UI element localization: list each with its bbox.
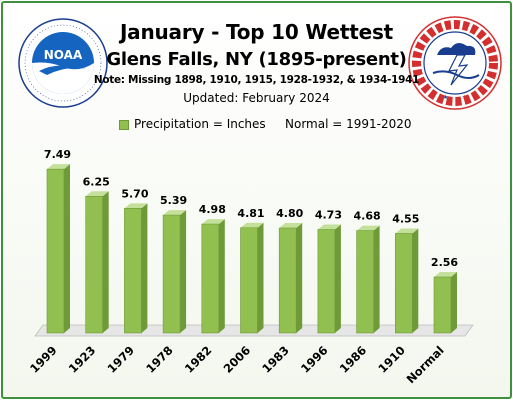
- bar-top: [124, 203, 148, 209]
- bar-side: [102, 191, 109, 333]
- data-label: 6.25: [83, 175, 110, 188]
- bar: [162, 214, 181, 334]
- bar: [394, 233, 413, 334]
- bar-top: [356, 225, 380, 231]
- category-label: 2006: [221, 343, 254, 376]
- legend-normal-label: Normal = 1991-2020: [285, 117, 412, 131]
- bar-top: [201, 219, 225, 225]
- missing-data-note: Note: Missing 1898, 1910, 1915, 1928-193…: [93, 74, 420, 86]
- legend-series-label: Precipitation = Inches: [134, 117, 266, 131]
- bar-side: [257, 222, 264, 333]
- legend-series: Precipitation = Inches: [119, 117, 266, 131]
- bar-top: [163, 210, 187, 216]
- bar: [356, 230, 374, 334]
- bar-top: [240, 222, 264, 228]
- noaa-logo-text: NOAA: [44, 48, 83, 62]
- data-label: 4.80: [276, 207, 303, 220]
- svg-text:★: ★: [443, 94, 448, 101]
- bar-top: [279, 223, 303, 228]
- bar-side: [218, 219, 225, 333]
- bar-side: [412, 228, 419, 333]
- chart-title: January - Top 10 Wettest: [119, 20, 394, 44]
- nws-logo: ★ ★: [408, 16, 502, 110]
- bar-side: [451, 272, 457, 333]
- data-label: 4.98: [199, 203, 226, 216]
- chart-subtitle: Glens Falls, NY (1895-present): [106, 49, 407, 70]
- bar: [317, 229, 336, 334]
- data-label: 5.70: [121, 187, 148, 200]
- bar-top: [85, 191, 109, 197]
- legend-normal: Normal = 1991-2020: [285, 117, 412, 131]
- data-label: 4.81: [237, 207, 264, 220]
- bar: [124, 208, 142, 334]
- category-label: 1982: [182, 343, 215, 376]
- bar: [240, 227, 258, 334]
- bar: [278, 227, 297, 334]
- bar-side: [334, 224, 341, 333]
- svg-text:★: ★: [462, 94, 467, 101]
- bar-top: [317, 224, 341, 230]
- bar-side: [373, 225, 380, 333]
- bar: [85, 195, 103, 334]
- data-label: 7.49: [44, 148, 71, 161]
- category-label: 1979: [104, 343, 137, 376]
- category-label: 1978: [143, 343, 176, 376]
- data-label: 4.55: [392, 212, 419, 225]
- bar-top: [47, 164, 70, 170]
- data-label: 4.73: [315, 209, 342, 222]
- bar: [433, 276, 452, 334]
- bar: [201, 223, 220, 334]
- bar-top: [395, 228, 419, 234]
- category-label: 1923: [66, 343, 99, 376]
- legend-swatch: [119, 119, 129, 130]
- category-label: Normal: [404, 343, 447, 386]
- category-label: 1986: [337, 343, 370, 376]
- updated-date: Updated: February 2024: [183, 91, 330, 105]
- bar-side: [64, 164, 70, 333]
- bar-side: [180, 210, 187, 333]
- category-label: 1983: [259, 343, 292, 376]
- bar-side: [141, 203, 148, 333]
- category-label: 1996: [298, 343, 331, 376]
- bar-top: [434, 272, 457, 277]
- bar-side: [296, 223, 303, 333]
- bar-chart: 7.49 1999 6.25 1923 5.70 1979 5.39 1978 4.98 1982…: [27, 148, 474, 386]
- category-label: 1910: [375, 343, 408, 376]
- category-label: 1999: [27, 343, 60, 376]
- bar: [46, 168, 65, 334]
- data-label: 5.39: [160, 194, 187, 207]
- data-label: 4.68: [354, 210, 381, 223]
- noaa-logo: NOAA: [18, 18, 108, 108]
- data-label: 2.56: [431, 256, 458, 269]
